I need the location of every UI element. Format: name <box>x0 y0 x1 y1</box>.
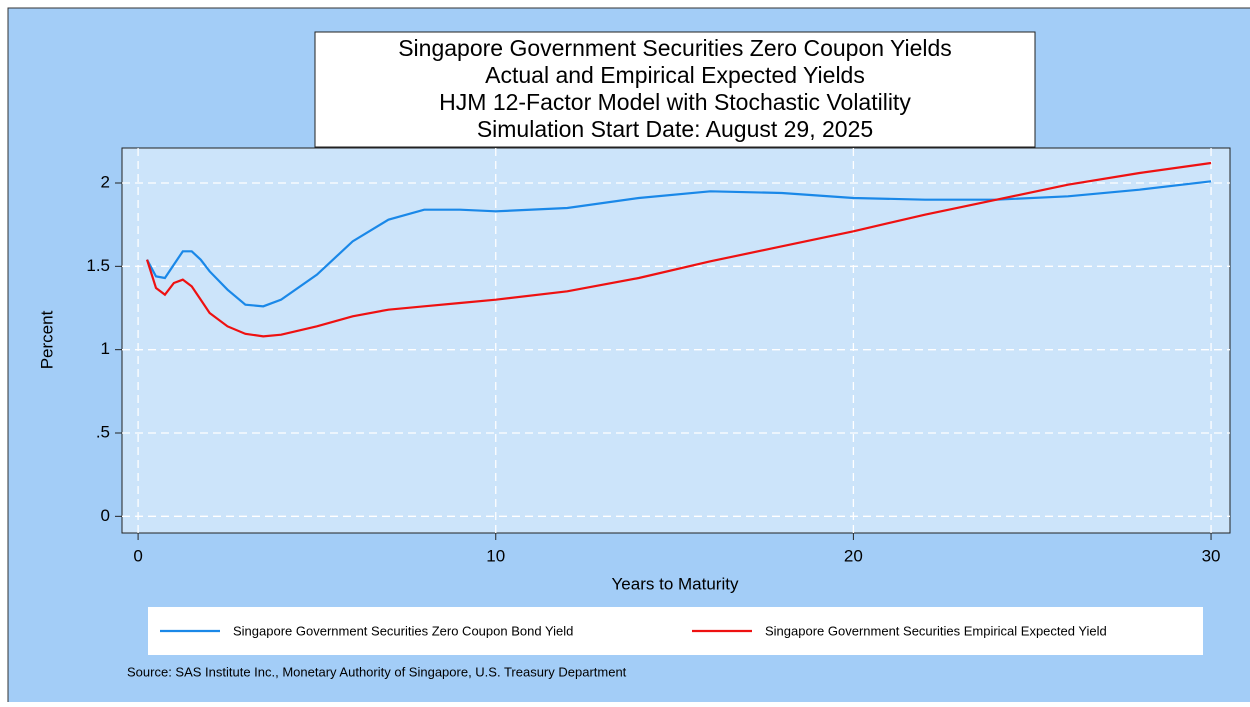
chart-title: Singapore Government Securities Zero Cou… <box>398 35 952 61</box>
legend-label: Singapore Government Securities Empirica… <box>765 623 1107 638</box>
chart-title: Actual and Empirical Expected Yields <box>485 62 865 88</box>
y-tick-label: 0 <box>101 506 110 525</box>
y-axis-label: Percent <box>37 310 56 369</box>
y-tick-label: .5 <box>96 422 110 441</box>
y-tick-label: 2 <box>101 172 110 191</box>
x-tick-label: 30 <box>1202 546 1221 565</box>
plot-area <box>121 147 1231 534</box>
legend-label: Singapore Government Securities Zero Cou… <box>233 623 573 638</box>
y-tick-label: 1.5 <box>86 256 110 275</box>
x-tick-label: 20 <box>844 546 863 565</box>
series-line <box>145 161 1212 338</box>
x-tick-label: 10 <box>486 546 505 565</box>
x-tick-label: 0 <box>133 546 142 565</box>
chart-title: Simulation Start Date: August 29, 2025 <box>477 116 873 142</box>
title-box <box>314 31 1036 148</box>
source-note: Source: SAS Institute Inc., Monetary Aut… <box>127 664 627 679</box>
x-axis-label: Years to Maturity <box>612 574 739 593</box>
y-tick-label: 1 <box>101 339 110 358</box>
series-line <box>146 180 1212 308</box>
legend <box>148 607 1203 655</box>
chart-title: HJM 12-Factor Model with Stochastic Vola… <box>439 89 911 115</box>
